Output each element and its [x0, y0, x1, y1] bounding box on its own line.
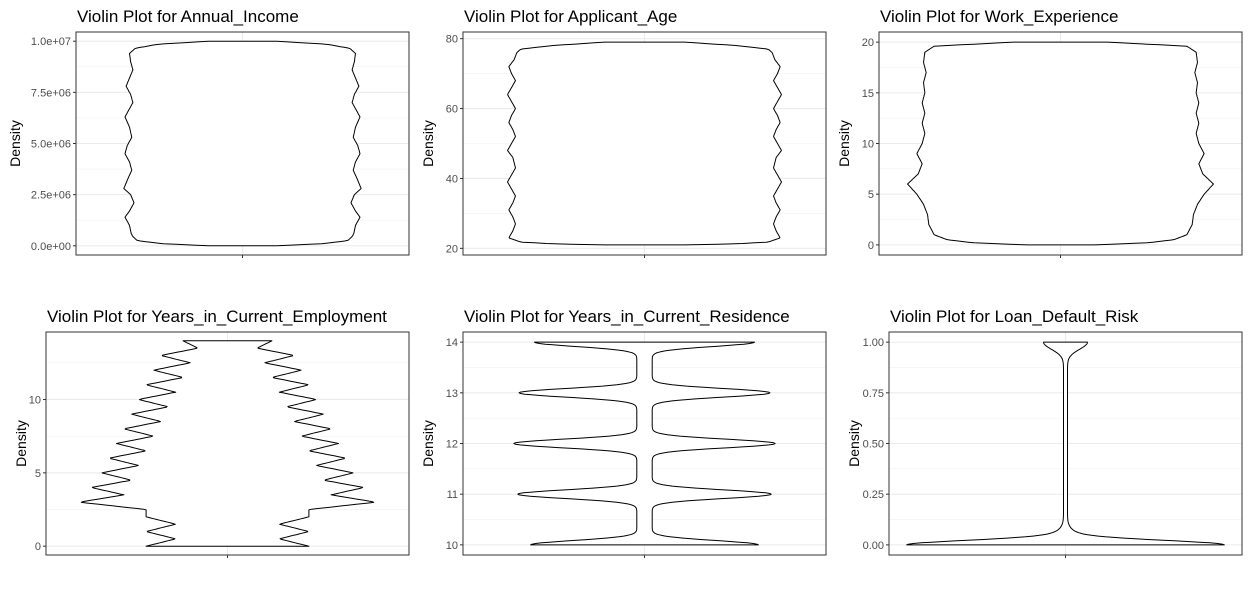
violin-shape [507, 41, 782, 246]
y-tick-label: 1.00 [863, 337, 884, 349]
y-tick-label: 0.50 [863, 439, 884, 451]
panel-border [888, 331, 1243, 556]
y-axis-label: Density [420, 120, 436, 167]
y-axis-label: Density [7, 120, 23, 167]
y-axis-label: Density [13, 420, 29, 467]
violin-shape [513, 341, 776, 546]
y-tick-label: 14 [446, 337, 458, 349]
violin-panel: 0.0e+00 2.5e+06 5.0e+06 7.5e+06 1.0e+07 Violi… [7, 7, 410, 258]
y-tick-label: 5 [35, 468, 41, 480]
panel-border [462, 31, 827, 256]
panel-border [878, 31, 1243, 256]
y-tick-label: 2.5e+06 [31, 190, 71, 202]
violin-panel: 20 40 60 80 Violin Plot for Applicant_Age Den… [420, 7, 827, 258]
y-tick-label: 11 [447, 489, 458, 501]
chart-title: Violin Plot for Work_Experience [880, 7, 1118, 26]
y-axis-label: Density [420, 420, 436, 467]
y-tick-label: 0.00 [863, 540, 884, 552]
chart-title: Violin Plot for Loan_Default_Risk [890, 307, 1139, 326]
y-tick-label: 20 [862, 37, 874, 49]
y-tick-label: 10 [29, 394, 41, 406]
y-tick-label: 15 [862, 88, 874, 100]
y-tick-label: 40 [446, 173, 458, 185]
y-tick-label: 10 [862, 139, 874, 151]
panel-border [75, 31, 410, 256]
y-tick-label: 20 [446, 243, 458, 255]
chart-title: Violin Plot for Years_in_Current_Residen… [464, 307, 790, 326]
chart-title: Violin Plot for Annual_Income [77, 7, 299, 26]
violin-panel: 0 5 10 Violin Plot for Years_in_Current_Emp… [13, 307, 410, 558]
y-tick-label: 0.75 [863, 388, 884, 400]
y-axis-label: Density [836, 120, 852, 167]
chart-title: Violin Plot for Applicant_Age [464, 7, 677, 26]
y-tick-label: 0 [35, 541, 41, 553]
y-tick-label: 0 [868, 240, 874, 252]
y-tick-label: 60 [446, 104, 458, 116]
y-tick-label: 80 [446, 34, 458, 46]
violin-shape [906, 341, 1225, 546]
y-tick-label: 0.25 [863, 489, 884, 501]
violin-shape [907, 41, 1214, 246]
violin-shape [80, 340, 375, 547]
y-tick-label: 7.5e+06 [31, 87, 71, 99]
y-tick-label: 12 [446, 439, 458, 451]
violin-panel: 0.00 0.25 0.50 0.75 1.00 Violin Plot for Loan… [846, 307, 1243, 558]
y-tick-label: 5 [868, 189, 874, 201]
panel-border [45, 331, 410, 556]
y-tick-label: 5.0e+06 [31, 139, 71, 151]
y-tick-label: 10 [446, 540, 458, 552]
chart-title: Violin Plot for Years_in_Current_Employm… [47, 307, 387, 326]
y-axis-label: Density [846, 420, 862, 467]
y-tick-label: 1.0e+07 [31, 36, 71, 48]
panel-border [462, 331, 827, 556]
y-tick-label: 13 [446, 388, 458, 400]
y-tick-label: 0.0e+00 [31, 241, 71, 253]
violin-shape [123, 40, 362, 247]
violin-panel: 10 11 12 13 14 Violin Plot for Years_in_Curre… [420, 307, 827, 558]
violin-panel: 0 5 10 15 20 Violin Plot for Work_Experience D… [836, 7, 1243, 258]
